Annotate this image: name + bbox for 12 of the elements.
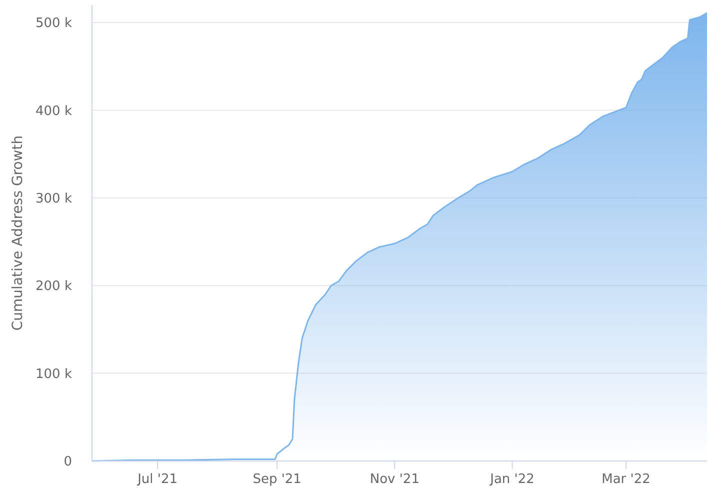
x-tick-label: Sep '21 (252, 472, 302, 487)
x-tick-label: Jan '22 (489, 472, 534, 487)
y-axis-title: Cumulative Address Growth (10, 135, 26, 331)
y-tick-label: 0 (64, 454, 72, 470)
y-tick-label: 200 k (36, 279, 72, 294)
y-tick-label: 400 k (36, 104, 72, 119)
x-tick-label: Nov '21 (370, 472, 420, 487)
y-tick-label: 300 k (36, 191, 72, 206)
x-tick-label: Mar '22 (602, 472, 650, 487)
x-tick-label: Jul '21 (136, 472, 178, 487)
y-tick-label: 100 k (36, 366, 72, 382)
y-tick-label: 500 k (36, 16, 72, 32)
